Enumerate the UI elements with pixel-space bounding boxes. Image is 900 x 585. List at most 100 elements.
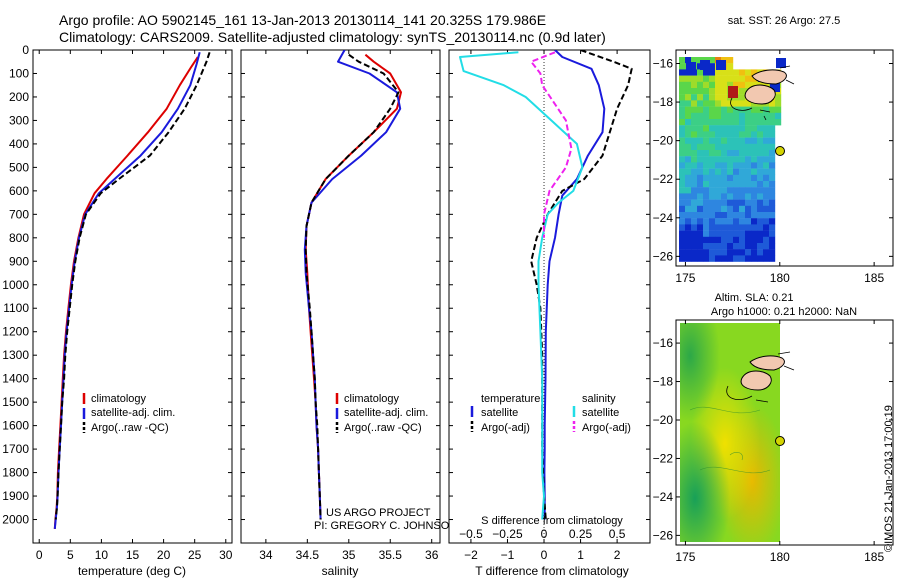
- sst-cell: [763, 230, 770, 237]
- sst-cell: [745, 212, 752, 219]
- sst-cell: [745, 174, 752, 182]
- sst-cell: [721, 187, 728, 194]
- sst-coastline: [730, 65, 795, 121]
- map-y-tick-label: −22: [653, 172, 674, 186]
- sst-cell: [691, 156, 698, 163]
- sst-cell: [763, 249, 770, 256]
- x-tick-label: 30: [219, 548, 233, 562]
- sst-cell: [727, 199, 734, 206]
- sst-cell: [745, 125, 752, 132]
- sst-cell: [739, 88, 746, 95]
- sst-cell: [697, 236, 704, 244]
- x-tick-label: 25: [188, 548, 202, 562]
- sst-cell: [757, 125, 764, 132]
- sst-cell: [685, 168, 692, 175]
- y-tick-label: 900: [9, 254, 29, 268]
- sst-cell: [751, 112, 758, 120]
- sst-cell: [763, 125, 770, 132]
- temperature-legend: climatology satellite-adj. clim. Argo(..…: [82, 393, 175, 434]
- sst-cell: [775, 94, 782, 101]
- sst-cell: [715, 249, 722, 256]
- sst-cell: [769, 119, 776, 126]
- sst-cell: [691, 212, 698, 219]
- sst-cell: [685, 255, 692, 262]
- sst-cell: [751, 218, 758, 225]
- sst-cell: [733, 230, 740, 237]
- series-salinity-satellite: [459, 51, 584, 520]
- sst-cell: [745, 143, 752, 151]
- sst-cell: [721, 143, 728, 151]
- sst-cell: [751, 255, 758, 262]
- sst-cell: [757, 150, 764, 157]
- x-tick-label: 34.5: [296, 548, 320, 562]
- sst-cell: [751, 81, 758, 89]
- sst-cell: [775, 106, 782, 113]
- map-y-tick-label: −18: [653, 375, 674, 389]
- x-tick-label: 10: [95, 548, 109, 562]
- sst-cell: [763, 212, 770, 219]
- sst-cell: [739, 94, 746, 101]
- sst-cell: [709, 193, 716, 200]
- sst-cell: [721, 181, 728, 188]
- sst-cell: [733, 249, 740, 256]
- sst-cell: [739, 243, 746, 250]
- sst-cell: [679, 112, 686, 120]
- sst-cell: [757, 243, 764, 250]
- sst-cell: [691, 199, 698, 206]
- sst-cell: [757, 137, 764, 144]
- sst-cell: [751, 199, 758, 206]
- sst-cell: [715, 143, 722, 151]
- sst-cell: [745, 199, 752, 206]
- sst-cell: [739, 156, 746, 163]
- sst-cell: [715, 236, 722, 244]
- sst-cell: [715, 119, 722, 126]
- sst-cell: [703, 168, 710, 175]
- island-vanua-levu: [751, 69, 787, 85]
- sst-cell: [703, 181, 710, 188]
- sst-cell: [703, 212, 710, 219]
- y-tick-label: 2000: [2, 513, 29, 527]
- sst-cell: [745, 193, 752, 200]
- y-tick-label: 1900: [2, 489, 29, 503]
- header-line2: Climatology: CARS2009. Satellite-adjuste…: [59, 29, 606, 45]
- sst-cell: [685, 236, 692, 244]
- y-tick-label: 300: [9, 113, 29, 127]
- sst-cell: [715, 230, 722, 237]
- sst-cell: [709, 125, 716, 132]
- sst-cell: [739, 255, 746, 262]
- sst-cell: [751, 131, 758, 138]
- sst-cell: [757, 168, 764, 175]
- sst-cell: [679, 218, 686, 225]
- sst-cell: [763, 112, 770, 120]
- temperature-panel: 0100200300400500600700800900100011001200…: [2, 43, 232, 578]
- x-tick-label: 35.5: [379, 548, 403, 562]
- salinity-ticks: 34 34.5 35 35.5 36: [241, 49, 440, 562]
- sst-cell: [715, 100, 722, 107]
- sst-cell: [745, 131, 752, 138]
- y-tick-label: 100: [9, 66, 29, 80]
- sst-cell: [733, 162, 740, 169]
- sst-cell: [769, 236, 776, 244]
- salinity-lines: [303, 50, 402, 520]
- sst-cell: [691, 205, 698, 213]
- sst-cell: [739, 81, 746, 89]
- sst-cell: [728, 86, 738, 98]
- sst-cell: [715, 181, 722, 188]
- sst-cell: [751, 69, 758, 76]
- sst-cell: [691, 162, 698, 169]
- sst-cell: [709, 94, 716, 101]
- sst-cell: [739, 205, 746, 213]
- sst-cell: [751, 137, 758, 144]
- sst-cell: [769, 181, 776, 188]
- sst-cell: [703, 137, 710, 144]
- sst-cell: [691, 224, 698, 231]
- difference-lines: [459, 50, 633, 520]
- sst-cell: [709, 205, 716, 213]
- s-tick-label: 0.25: [569, 527, 593, 541]
- sst-cell: [769, 162, 776, 169]
- sst-cell: [757, 255, 764, 262]
- y-tick-label: 1500: [2, 395, 29, 409]
- sst-cell: [703, 156, 710, 163]
- x-tick-label: 36: [425, 548, 439, 562]
- sst-cell: [745, 156, 752, 163]
